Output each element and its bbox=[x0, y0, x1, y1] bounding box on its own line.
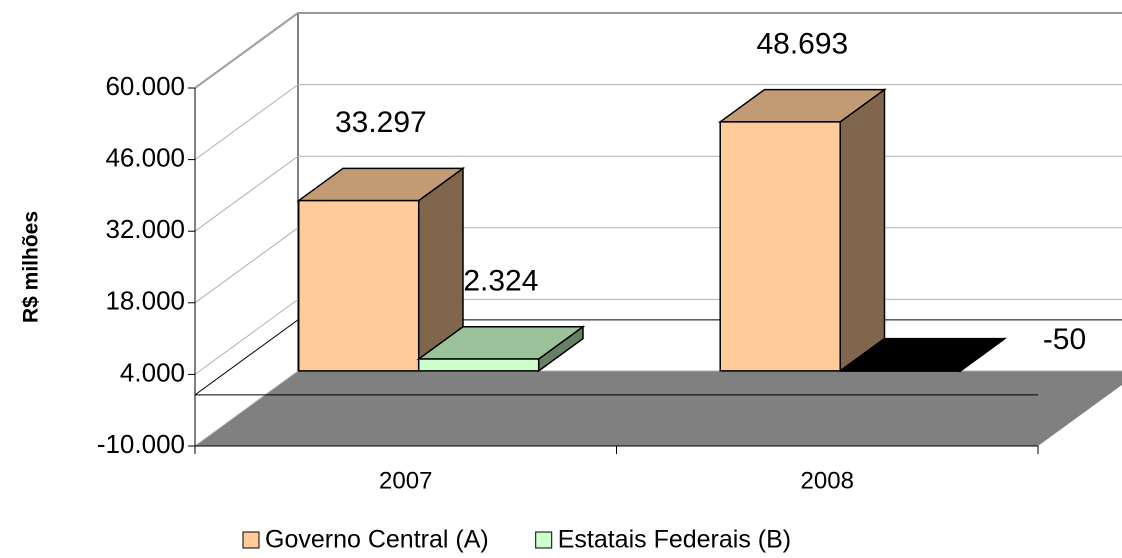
data-label: 2.324 bbox=[463, 265, 538, 298]
x-tick-label: 2008 bbox=[801, 467, 854, 494]
floor bbox=[195, 371, 1122, 446]
data-label: 33.297 bbox=[335, 106, 427, 139]
data-label: -50 bbox=[1043, 323, 1086, 356]
legend-label: Estatais Federais (B) bbox=[558, 526, 791, 554]
y-tick-label: 4.000 bbox=[120, 357, 185, 387]
y-tick-label: 32.000 bbox=[105, 214, 185, 244]
bar-front bbox=[297, 199, 420, 372]
y-tick-label: 46.000 bbox=[105, 142, 185, 172]
legend-swatch bbox=[242, 531, 260, 549]
bar bbox=[416, 325, 586, 373]
bar-front bbox=[719, 121, 841, 372]
x-tick-label: 2007 bbox=[379, 467, 432, 494]
bar-side bbox=[839, 88, 886, 373]
data-label: 48.693 bbox=[756, 27, 848, 60]
y-tick-label: -10.000 bbox=[97, 429, 185, 459]
legend-swatch bbox=[535, 531, 553, 549]
legend-label: Governo Central (A) bbox=[265, 526, 489, 554]
y-tick-label: 18.000 bbox=[105, 286, 185, 316]
bar bbox=[717, 88, 887, 373]
grid-line bbox=[194, 12, 1122, 89]
grid-line bbox=[194, 84, 1122, 161]
bar-front bbox=[417, 358, 540, 372]
bar bbox=[296, 166, 466, 373]
y-tick-label: 60.000 bbox=[105, 71, 185, 101]
wall-edge bbox=[194, 12, 1122, 89]
y-axis-title: R$ milhões bbox=[20, 211, 43, 323]
bar bbox=[837, 337, 1007, 373]
